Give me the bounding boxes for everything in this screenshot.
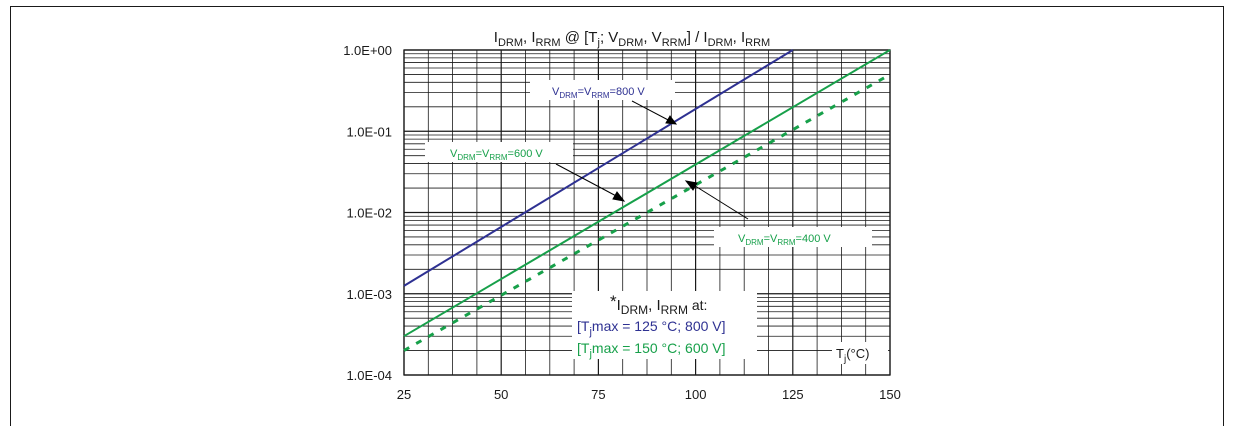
arrow-head [665,115,678,125]
arrow-800v [631,100,673,123]
x-tick-label: 25 [397,387,411,402]
arrow-400v [691,183,749,220]
arrow-head [684,180,698,191]
series-label-bg [714,227,872,247]
series-label-bg [425,142,573,162]
series-label-400v: VDRM=VRRM=400 V [738,233,831,247]
note-box [572,291,757,359]
series-lines [403,49,891,352]
note-line-1: *IDRM, IRRM at: [610,292,707,317]
series-label-bg [530,80,675,100]
x-tick-label: 100 [685,387,707,402]
x-tick-label: 125 [782,387,804,402]
series-label-800v: VDRM=VRRM=800 V [552,86,645,100]
series-line-0 [403,49,794,287]
y-axis: 1.0E-04 1.0E-03 1.0E-02 1.0E-01 1.0E+00 [343,43,392,383]
y-tick-label: 1.0E-01 [346,124,392,139]
series-line-2 [403,73,891,352]
plot-border [403,49,891,376]
series-line-1 [403,49,891,338]
x-axis: 25 50 75 100 125 150 [397,387,901,402]
x-label-bg [832,342,888,364]
x-tick-label: 150 [879,387,901,402]
arrow-600v [555,163,621,199]
x-axis-label: Tj(°C) [836,346,869,365]
annotation-arrows [555,100,749,220]
x-tick-label: 50 [494,387,508,402]
y-tick-label: 1.0E+00 [343,43,392,58]
y-tick-label: 1.0E-04 [346,368,392,383]
chart-title: IDRM, IRRM @ [Tj; VDRM, VRRM] / IDRM, IR… [494,29,770,49]
y-tick-label: 1.0E-02 [346,206,392,221]
note-line-3: [Tjmax = 150 °C; 600 V] [577,340,726,360]
x-tick-label: 75 [591,387,605,402]
series-label-600v: VDRM=VRRM=600 V [450,148,543,162]
note-line-2: [Tjmax = 125 °C; 800 V] [577,318,726,338]
y-tick-label: 1.0E-03 [346,287,392,302]
arrow-head [612,191,626,202]
